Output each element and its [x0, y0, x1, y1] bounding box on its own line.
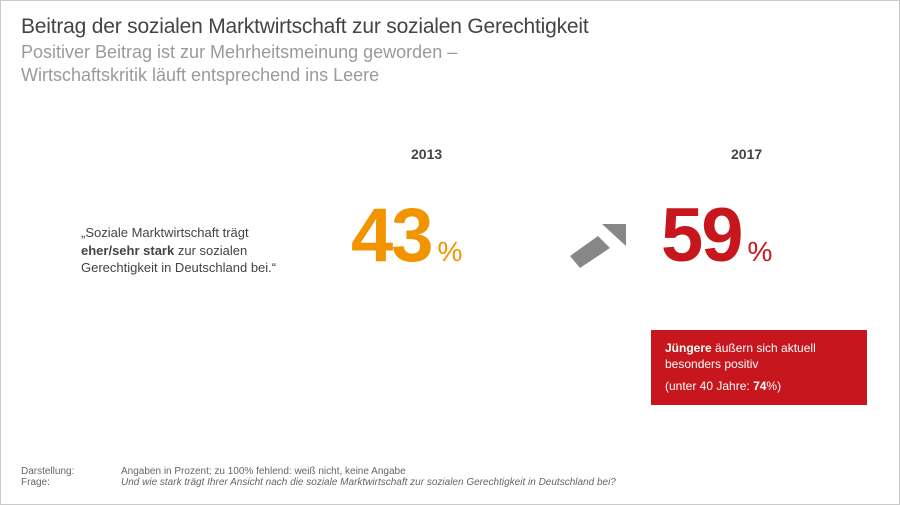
info-box: Jüngere äußern sich aktuell besonders po… — [651, 330, 867, 405]
info-box-line-2: (unter 40 Jahre: 74%) — [665, 378, 853, 394]
info-box-line2-suffix: ) — [777, 379, 781, 393]
quote-bold: eher/sehr stark — [81, 243, 174, 258]
figure-2017-value: 59 — [661, 192, 742, 279]
footer: Darstellung: Angaben in Prozent; zu 100%… — [21, 466, 616, 488]
footer-row-frage: Frage: Und wie stark trägt Ihrer Ansicht… — [21, 477, 616, 488]
subtitle-line-1: Positiver Beitrag ist zur Mehrheitsmeinu… — [21, 42, 457, 62]
quote-text: „Soziale Marktwirtschaft trägt eher/sehr… — [81, 224, 301, 277]
footer-value-frage: Und wie stark trägt Ihrer Ansicht nach d… — [121, 477, 616, 488]
footer-row-darstellung: Darstellung: Angaben in Prozent; zu 100%… — [21, 466, 616, 477]
info-box-line2-prefix: (unter 40 Jahre: — [665, 379, 753, 393]
figure-2013: 43 % — [351, 192, 462, 279]
slide: Beitrag der sozialen Marktwirtschaft zur… — [0, 0, 900, 505]
info-box-line-1: Jüngere äußern sich aktuell besonders po… — [665, 340, 853, 372]
page-subtitle: Positiver Beitrag ist zur Mehrheitsmeinu… — [21, 41, 879, 86]
figure-2013-percent: % — [432, 236, 463, 268]
year-label-2017: 2017 — [731, 146, 762, 162]
footer-label-darstellung: Darstellung: — [21, 466, 121, 477]
quote-open: „Soziale Marktwirtschaft trägt — [81, 225, 249, 240]
info-box-line2-bold: 74 — [753, 379, 766, 393]
info-box-line2-pct: % — [766, 379, 777, 393]
page-title: Beitrag der sozialen Marktwirtschaft zur… — [21, 15, 879, 39]
figure-2017: 59 % — [661, 192, 772, 279]
figure-2017-percent: % — [742, 236, 773, 268]
footer-value-darstellung: Angaben in Prozent; zu 100% fehlend: wei… — [121, 466, 406, 477]
footer-label-frage: Frage: — [21, 477, 121, 488]
figure-2013-value: 43 — [351, 192, 432, 279]
info-box-line1-bold: Jüngere — [665, 341, 712, 355]
content-area: 2013 2017 „Soziale Marktwirtschaft trägt… — [21, 146, 879, 416]
subtitle-line-2: Wirtschaftskritik läuft entsprechend ins… — [21, 65, 379, 85]
trend-arrow-icon — [566, 224, 626, 275]
year-label-2013: 2013 — [411, 146, 442, 162]
